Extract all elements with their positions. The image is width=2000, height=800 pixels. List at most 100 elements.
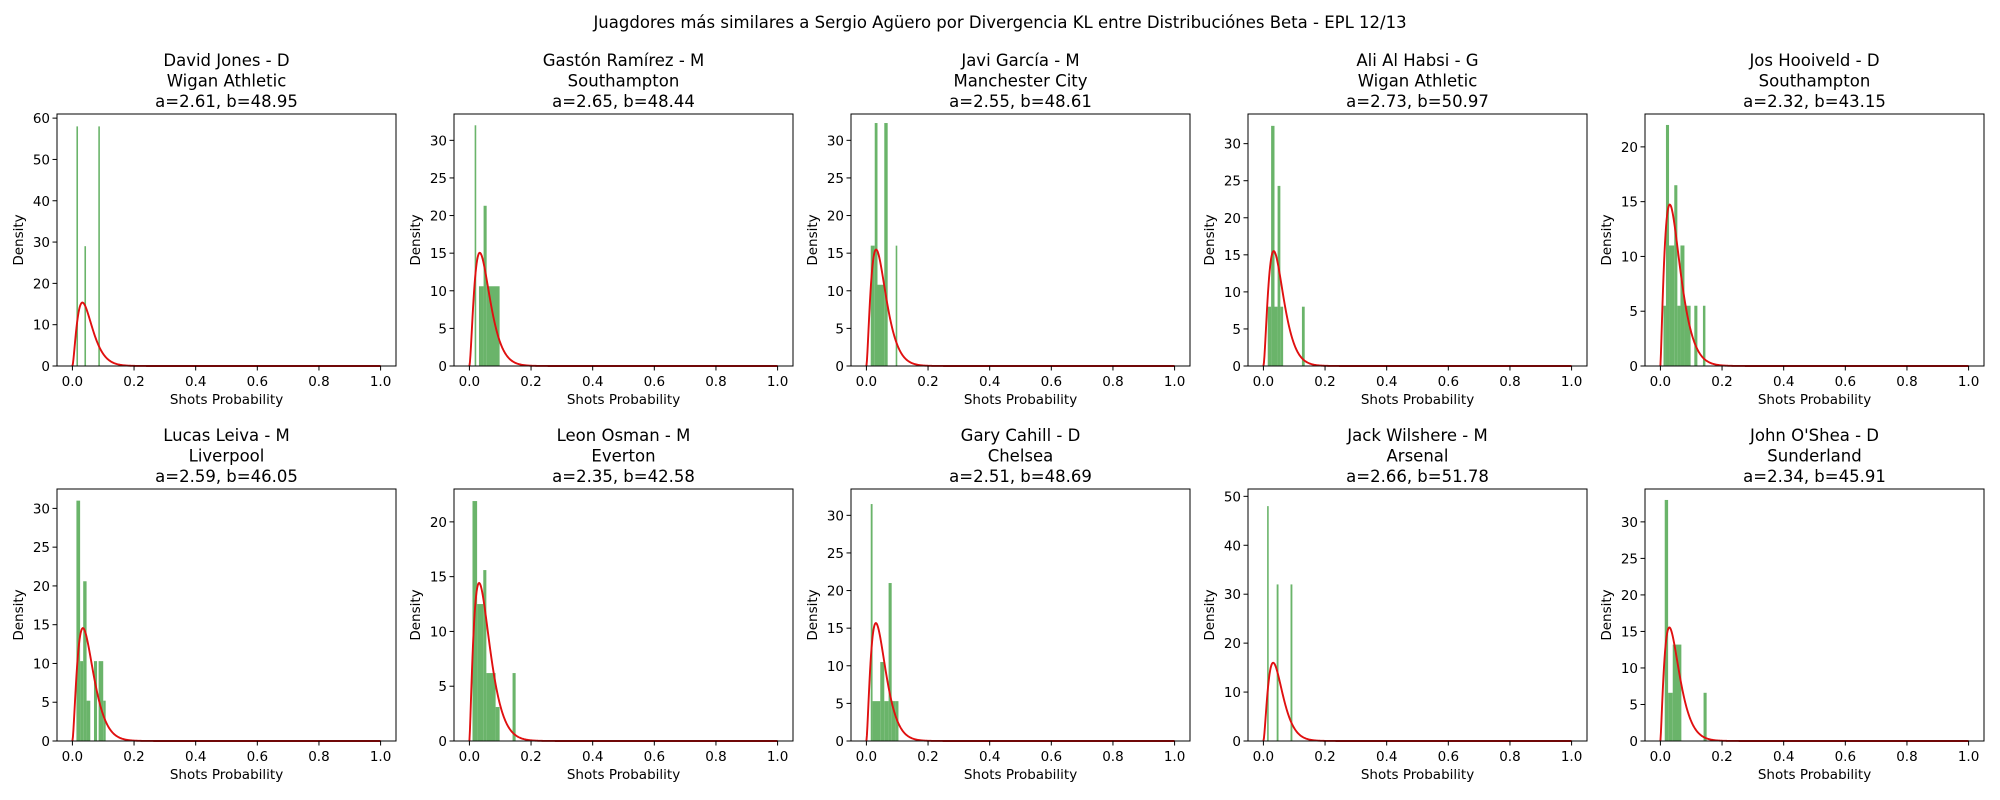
x-tick-label: 1.0: [1561, 749, 1582, 765]
y-tick-label: 20: [33, 579, 50, 595]
x-tick-label: 0.0: [1650, 374, 1671, 390]
beta-pdf-line: [1262, 250, 1572, 367]
histogram-bar: [1663, 305, 1666, 366]
subplot-title-line: Leon Osman - M: [557, 426, 691, 445]
y-tick-label: 10: [1621, 249, 1638, 265]
x-tick-label: 1.0: [370, 374, 391, 390]
y-tick-label: 10: [33, 656, 50, 672]
x-axis-label: Shots Probability: [567, 767, 680, 783]
axes-frame: [453, 113, 794, 367]
x-tick-label: 0.0: [62, 749, 83, 765]
y-tick-label: 15: [827, 621, 844, 637]
y-tick-label: 20: [430, 515, 447, 531]
x-tick-label: 1.0: [1164, 374, 1185, 390]
x-tick-label: 0.6: [247, 374, 268, 390]
axes-frame: [1644, 488, 1985, 742]
subplot-title-line: Southampton: [1759, 72, 1871, 91]
axes-frame: [1644, 113, 1985, 367]
histogram-bar: [870, 504, 873, 741]
axes-frame: [453, 488, 794, 742]
y-tick-label: 30: [827, 508, 844, 524]
histogram-bar: [870, 245, 875, 366]
x-axis-label: Shots Probability: [1758, 392, 1871, 408]
y-tick-label: 0: [41, 359, 50, 375]
x-tick-label: 0.6: [247, 749, 268, 765]
x-tick-label: 0.2: [1314, 374, 1335, 390]
histogram-bar: [1672, 644, 1682, 741]
x-tick-label: 0.4: [1773, 749, 1794, 765]
x-tick-label: 0.4: [582, 374, 603, 390]
y-tick-label: 5: [835, 321, 844, 337]
x-tick-label: 0.8: [1499, 374, 1520, 390]
histogram-bar: [486, 286, 500, 366]
histogram-bar: [83, 581, 87, 741]
y-tick-label: 30: [33, 235, 50, 251]
y-axis-label: Density: [408, 589, 424, 640]
histogram-bar: [1277, 185, 1281, 366]
x-tick-label: 0.8: [308, 374, 329, 390]
y-axis-label: Density: [1202, 214, 1218, 265]
x-tick-label: 0.0: [856, 749, 877, 765]
histogram-bar: [1702, 305, 1706, 366]
y-tick-label: 40: [33, 194, 50, 210]
y-tick-label: 40: [1224, 538, 1241, 554]
y-tick-label: 0: [835, 359, 844, 375]
histogram-bar: [884, 701, 889, 741]
x-tick-label: 0.4: [979, 374, 1000, 390]
y-tick-label: 30: [430, 133, 447, 149]
y-tick-label: 25: [430, 171, 447, 187]
histogram-bar: [474, 125, 477, 366]
histogram-bar: [1674, 185, 1678, 366]
beta-pdf-line: [865, 622, 1175, 742]
x-tick-label: 0.2: [123, 749, 144, 765]
histogram-bar: [80, 661, 84, 741]
x-tick-label: 0.2: [520, 374, 541, 390]
y-tick-label: 15: [827, 246, 844, 262]
histogram-bar: [477, 604, 484, 741]
subplot-title-line: Wigan Athletic: [1358, 72, 1478, 91]
y-tick-label: 25: [827, 546, 844, 562]
histogram-bar: [76, 126, 79, 367]
axes-frame: [850, 488, 1191, 742]
x-axis-label: Shots Probability: [1758, 767, 1871, 783]
x-tick-label: 0.6: [1835, 374, 1856, 390]
y-tick-label: 0: [438, 359, 447, 375]
x-tick-label: 0.0: [1253, 374, 1274, 390]
x-tick-label: 1.0: [1561, 374, 1582, 390]
y-axis-label: Density: [11, 589, 27, 640]
subplot-title-line: a=2.35, b=42.58: [552, 467, 695, 486]
subplot-title-line: a=2.59, b=46.05: [155, 467, 298, 486]
y-tick-label: 15: [1621, 624, 1638, 640]
subplot-title-line: a=2.61, b=48.95: [155, 92, 298, 111]
x-axis-label: Shots Probability: [567, 392, 680, 408]
axes-frame: [56, 488, 397, 742]
histogram-bar: [98, 661, 104, 741]
subplot-title-line: a=2.34, b=45.91: [1743, 467, 1886, 486]
y-tick-label: 20: [827, 209, 844, 225]
y-tick-label: 0: [835, 734, 844, 750]
x-tick-label: 0.8: [705, 374, 726, 390]
y-tick-label: 50: [1224, 489, 1241, 505]
y-tick-label: 0: [438, 734, 447, 750]
histogram-bar: [1703, 692, 1707, 741]
histogram-bar: [877, 284, 885, 366]
histogram-bar: [1668, 692, 1673, 741]
x-tick-label: 0.6: [1438, 749, 1459, 765]
y-tick-label: 15: [33, 618, 50, 634]
y-axis-label: Density: [805, 214, 821, 265]
histogram-bar: [483, 205, 487, 366]
axes-frame: [850, 113, 1191, 367]
subplot-title-line: Liverpool: [189, 447, 265, 466]
histogram-bar: [872, 701, 881, 741]
x-tick-label: 1.0: [1958, 374, 1979, 390]
histogram-bar: [483, 570, 487, 741]
y-tick-label: 10: [430, 284, 447, 300]
y-tick-label: 0: [1629, 734, 1638, 750]
y-axis-label: Density: [408, 214, 424, 265]
histogram-bar: [93, 661, 98, 741]
histogram-bar: [1664, 499, 1669, 741]
